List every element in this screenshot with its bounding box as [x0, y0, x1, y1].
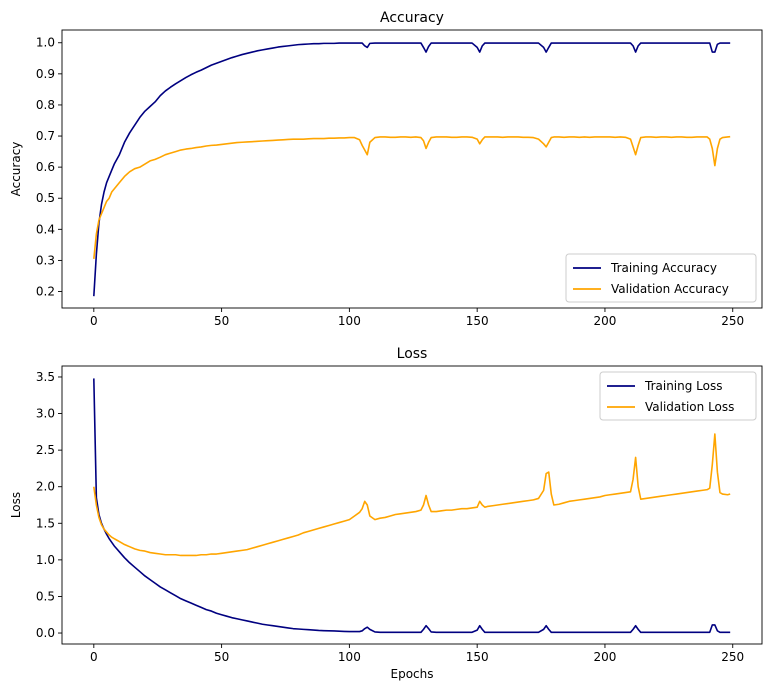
legend-label: Training Accuracy	[610, 261, 717, 275]
x-tick-label: 250	[721, 314, 744, 328]
y-tick-label: 1.5	[36, 516, 55, 530]
y-tick-label: 2.5	[36, 443, 55, 457]
y-tick-label: 0.2	[36, 285, 55, 299]
y-tick-label: 0.7	[36, 129, 55, 143]
y-tick-label: 0.4	[36, 222, 55, 236]
legend: Training Accuracy Validation Accuracy	[565, 253, 757, 303]
y-tick-label: 1.0	[36, 36, 55, 50]
x-tick-label: 0	[90, 650, 98, 664]
y-axis-label: Loss	[9, 492, 23, 518]
y-tick-label: 3.5	[36, 370, 55, 384]
x-tick-label: 250	[721, 650, 744, 664]
y-axis-label: Accuracy	[9, 142, 23, 197]
x-tick-label: 50	[214, 314, 229, 328]
axes-frame	[61, 29, 763, 309]
x-tick-label: 200	[594, 314, 617, 328]
series-line-validation-accuracy	[93, 135, 731, 259]
legend-box	[599, 371, 757, 421]
x-tick-label: 0	[90, 314, 98, 328]
legend-box	[565, 253, 757, 303]
axes-frame	[61, 365, 763, 645]
legend-label: Training Loss	[644, 379, 722, 393]
series-line-training-accuracy	[93, 42, 731, 297]
y-tick-label: 1.0	[36, 553, 55, 567]
x-tick-label: 100	[338, 650, 361, 664]
chart-title: Accuracy	[380, 10, 444, 26]
series-line-training-loss	[93, 378, 731, 634]
x-tick-label: 100	[338, 314, 361, 328]
y-tick-label: 0.5	[36, 191, 55, 205]
y-tick-label: 0.3	[36, 253, 55, 267]
legend-label: Validation Accuracy	[611, 282, 729, 296]
y-tick-label: 0.8	[36, 98, 55, 112]
x-axis-label: Epochs	[391, 667, 434, 681]
legend-label: Validation Loss	[645, 400, 734, 414]
y-tick-label: 0.5	[36, 589, 55, 603]
x-tick-label: 200	[594, 650, 617, 664]
chart-title: Loss	[397, 346, 428, 362]
y-tick-label: 0.6	[36, 160, 55, 174]
y-tick-label: 0.0	[36, 626, 55, 640]
accuracy-plot: 0 50 100 150 200 250 0.2 0.3 0.4 0.5 0.6 0.7 0.8 0.9 1…	[9, 10, 763, 328]
y-tick-label: 2.0	[36, 480, 55, 494]
x-tick-label: 150	[466, 314, 489, 328]
x-tick-label: 50	[214, 650, 229, 664]
y-tick-label: 3.0	[36, 407, 55, 421]
legend: Training Loss Validation Loss	[599, 371, 757, 421]
x-tick-label: 150	[466, 650, 489, 664]
loss-plot: 0 50 100 150 200 250 0.0 0.5 1.0 1.5 2.0 2.5 3.0 3.5 L…	[9, 346, 763, 681]
y-tick-label: 0.9	[36, 67, 55, 81]
series-line-validation-loss	[93, 433, 731, 557]
